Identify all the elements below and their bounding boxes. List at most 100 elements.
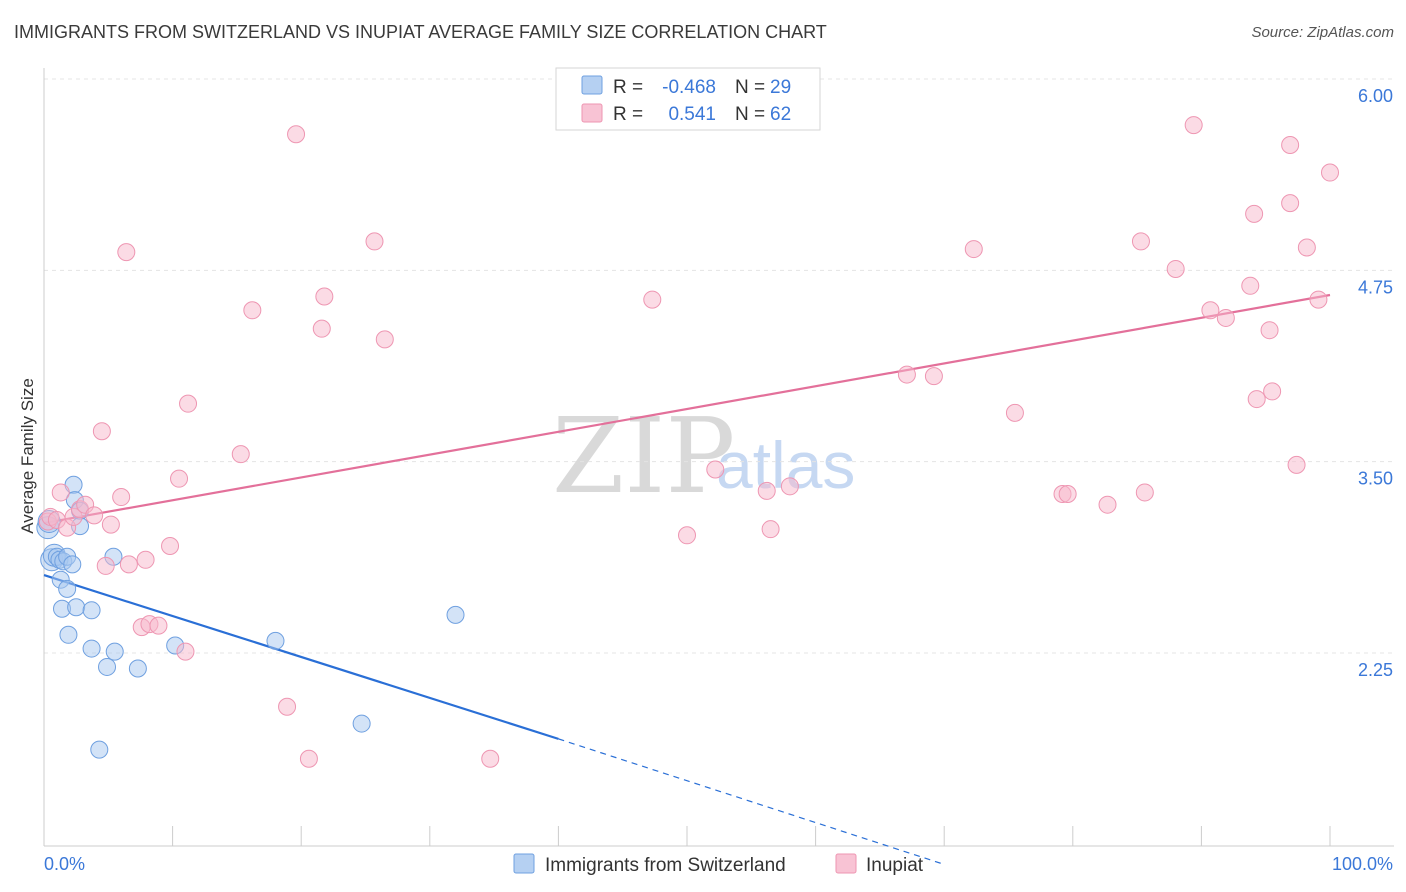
point-inupiat <box>365 232 384 251</box>
point-inupiat <box>161 537 180 556</box>
point-switzerland <box>105 642 124 661</box>
y-tick-label: 6.00 <box>1358 86 1393 106</box>
y-tick-label: 3.50 <box>1358 469 1393 489</box>
trend-line-switzerland <box>43 574 559 740</box>
x-tick-labels: 0.0% 100.0% <box>44 854 1393 874</box>
point-inupiat <box>706 460 725 479</box>
point-inupiat <box>897 365 916 384</box>
stats-r-label: R = <box>613 77 643 98</box>
point-inupiat <box>1098 495 1117 514</box>
point-inupiat <box>1297 238 1316 257</box>
point-inupiat <box>85 506 104 525</box>
point-inupiat <box>136 550 155 569</box>
source-label: Source: ZipAtlas.com <box>1251 24 1394 41</box>
gridlines <box>44 78 1394 654</box>
point-inupiat <box>1241 276 1260 295</box>
trend-line-inupiat <box>43 293 1331 525</box>
stats-swatch-inupiat <box>581 103 603 123</box>
point-inupiat <box>312 319 331 338</box>
trend-line-switzerland-extension <box>558 738 945 865</box>
x-tick-label: 0.0% <box>44 854 85 874</box>
x-tick-label: 100.0% <box>1332 854 1393 874</box>
point-inupiat <box>315 287 334 306</box>
y-tick-label: 4.75 <box>1358 277 1393 297</box>
point-switzerland <box>90 740 109 759</box>
point-inupiat <box>119 555 138 574</box>
point-inupiat <box>757 481 776 500</box>
point-inupiat <box>96 556 115 575</box>
point-inupiat <box>1263 382 1282 401</box>
point-inupiat <box>964 240 983 259</box>
point-inupiat <box>1247 390 1266 409</box>
bottom-legend: Immigrants from Switzerland Inupiat <box>513 853 924 876</box>
point-inupiat <box>1281 135 1300 154</box>
point-inupiat <box>170 469 189 488</box>
point-switzerland <box>98 657 117 676</box>
point-inupiat <box>678 526 696 545</box>
stats-swatch-switzerland <box>581 75 603 95</box>
point-inupiat <box>149 616 168 635</box>
legend-label-switzerland: Immigrants from Switzerland <box>545 855 786 876</box>
point-inupiat <box>780 477 799 496</box>
stats-n-value: 29 <box>770 77 791 98</box>
point-inupiat <box>1281 194 1300 213</box>
y-tick-label: 2.25 <box>1358 660 1393 680</box>
point-inupiat <box>1287 455 1306 474</box>
point-inupiat <box>231 445 250 464</box>
stats-r-label: R = <box>613 104 643 125</box>
point-inupiat <box>1058 484 1077 503</box>
stats-n-value: 62 <box>770 104 791 125</box>
point-inupiat <box>1184 116 1203 135</box>
point-inupiat <box>1245 204 1264 223</box>
point-inupiat <box>1135 483 1154 502</box>
x-tick-marks <box>43 826 1331 846</box>
point-inupiat <box>1201 301 1220 320</box>
point-switzerland <box>128 659 147 678</box>
legend-swatch-switzerland <box>513 853 535 874</box>
stats-n-label: N = <box>735 77 765 98</box>
chart-title: IMMIGRANTS FROM SWITZERLAND VS INUPIAT A… <box>14 22 827 42</box>
watermark-zip: ZIP <box>552 395 735 517</box>
data-points <box>36 116 1339 768</box>
legend-label-inupiat: Inupiat <box>866 855 924 876</box>
point-inupiat <box>761 520 780 539</box>
point-inupiat <box>101 515 120 534</box>
point-switzerland <box>67 598 86 617</box>
legend-swatch-inupiat <box>835 853 857 874</box>
point-inupiat <box>1005 403 1024 422</box>
y-tick-labels: 6.00 4.75 3.50 2.25 <box>1358 86 1393 680</box>
point-inupiat <box>299 749 318 768</box>
point-inupiat <box>278 697 297 716</box>
point-inupiat <box>1131 232 1150 251</box>
stats-legend-box: R = -0.468 N = 29 R = 0.541 N = 62 <box>555 67 821 131</box>
point-switzerland <box>82 601 101 620</box>
point-inupiat <box>1216 308 1235 327</box>
point-inupiat <box>1260 321 1279 340</box>
point-switzerland <box>58 579 77 598</box>
point-inupiat <box>1321 163 1339 182</box>
trend-lines <box>43 293 1331 865</box>
point-inupiat <box>176 642 195 661</box>
point-inupiat <box>924 367 943 386</box>
point-switzerland <box>82 639 101 658</box>
point-inupiat <box>112 488 131 507</box>
point-inupiat <box>1309 290 1328 309</box>
point-inupiat <box>243 301 262 320</box>
y-axis-label: Average Family Size <box>18 378 37 534</box>
point-inupiat <box>643 290 662 309</box>
stats-r-value: -0.468 <box>662 77 716 98</box>
point-switzerland <box>59 625 78 644</box>
point-inupiat <box>375 330 394 349</box>
point-inupiat <box>1166 259 1185 278</box>
stats-n-label: N = <box>735 104 765 125</box>
point-switzerland <box>63 555 82 574</box>
point-inupiat <box>117 243 136 262</box>
point-inupiat <box>481 749 500 768</box>
point-inupiat <box>51 483 70 502</box>
point-switzerland <box>266 631 285 650</box>
point-inupiat <box>287 125 306 144</box>
point-switzerland <box>446 605 465 624</box>
point-inupiat <box>179 394 198 413</box>
point-switzerland <box>352 714 371 733</box>
